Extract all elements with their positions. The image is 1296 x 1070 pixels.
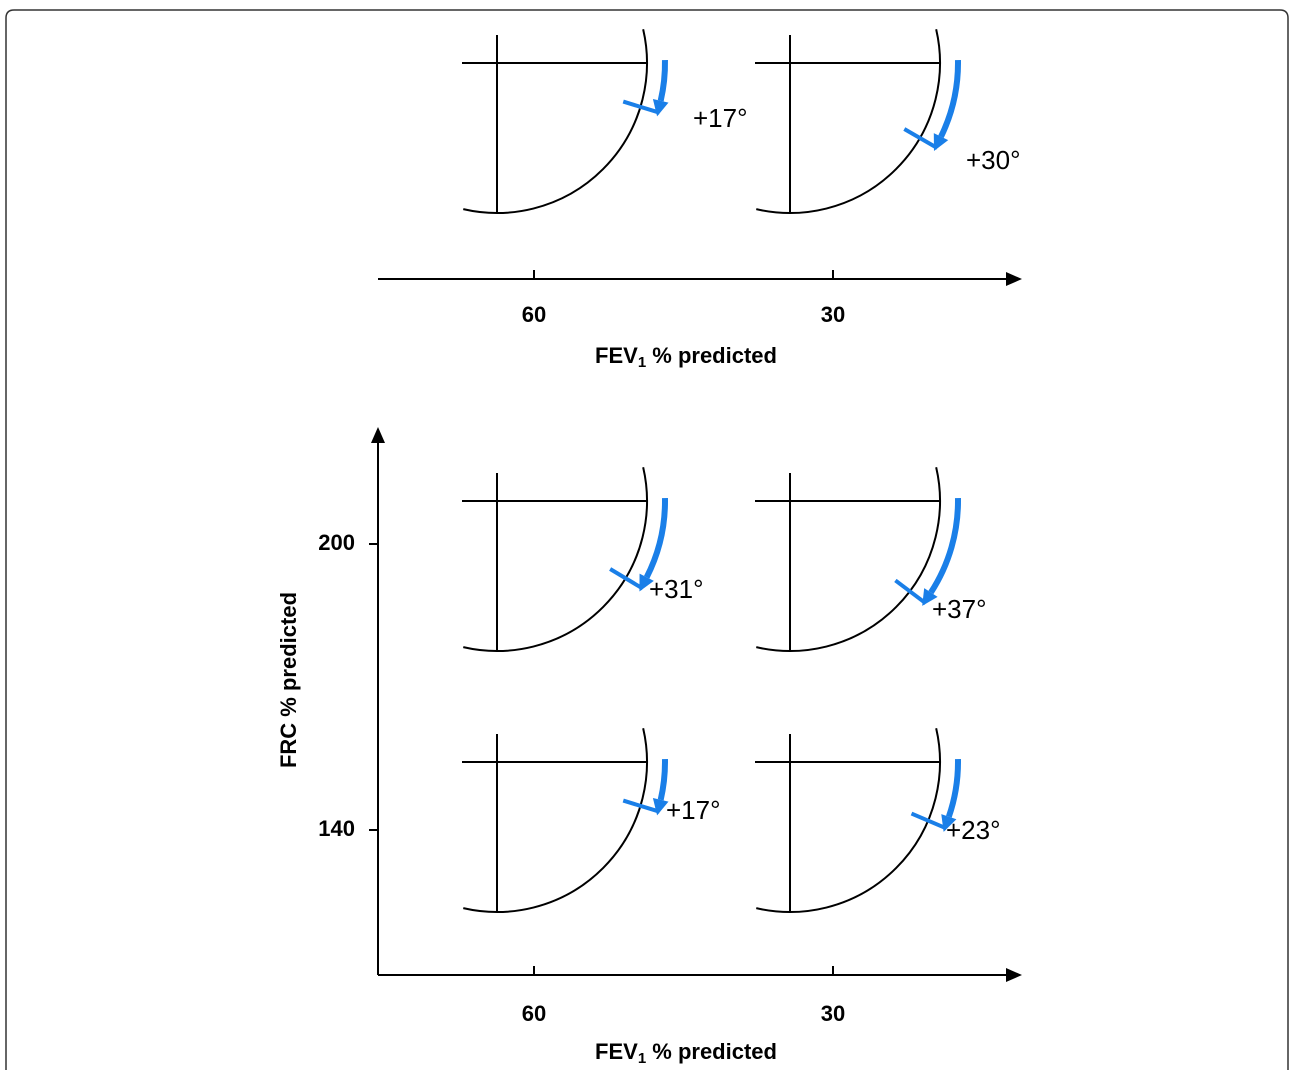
axis-arrow (1006, 272, 1022, 286)
arrow-head (652, 797, 669, 816)
angle-tick (622, 99, 661, 115)
title-part: % predicted (646, 343, 777, 368)
arc (756, 728, 941, 913)
y-tick-label: 200 (318, 530, 355, 555)
angle-tick (910, 811, 948, 831)
arc (756, 29, 941, 214)
arrow-head (941, 814, 957, 832)
axis-arrow (1006, 968, 1022, 982)
title-part: FEV (595, 343, 638, 368)
rotation-arrow (946, 759, 961, 818)
arc (463, 467, 648, 652)
angle-label: +17° (693, 103, 748, 133)
rotation-arrow (657, 759, 668, 801)
rotation-arrow (657, 60, 668, 102)
angle-tick (903, 127, 939, 150)
x-tick-label: 60 (522, 1001, 546, 1026)
x-axis-title: FEV1 % predicted (595, 1039, 777, 1067)
x-tick-label: 30 (821, 302, 845, 327)
arrow-head (922, 588, 938, 606)
x-axis-title: FEV1 % predicted (595, 343, 777, 371)
y-tick-label: 140 (318, 816, 355, 841)
rotation-arrow (644, 498, 668, 579)
angle-tick (622, 798, 661, 814)
angle-label: +37° (932, 594, 987, 624)
angle-label: +30° (966, 145, 1021, 175)
rotation-arrow (928, 498, 961, 595)
arrow-head (639, 573, 654, 592)
arrow-head (933, 133, 949, 152)
arc (463, 29, 648, 214)
frame (5, 9, 1289, 1070)
x-tick-label: 60 (522, 302, 546, 327)
angle-label: +31° (649, 574, 704, 604)
angle-tick (609, 567, 644, 591)
axis-arrow (371, 427, 385, 443)
arc (756, 467, 941, 652)
title-part: FEV (595, 1039, 638, 1064)
angle-label: +23° (946, 815, 1001, 845)
rotation-arrow (938, 60, 961, 138)
y-axis-title: FRC % predicted (276, 592, 301, 768)
title-part: 1 (638, 354, 646, 371)
angle-label: +17° (666, 795, 721, 825)
arrow-head (652, 98, 669, 117)
title-part: % predicted (646, 1039, 777, 1064)
angle-tick (894, 578, 927, 605)
arc (463, 728, 648, 913)
x-tick-label: 30 (821, 1001, 845, 1026)
title-part: 1 (638, 1050, 646, 1067)
